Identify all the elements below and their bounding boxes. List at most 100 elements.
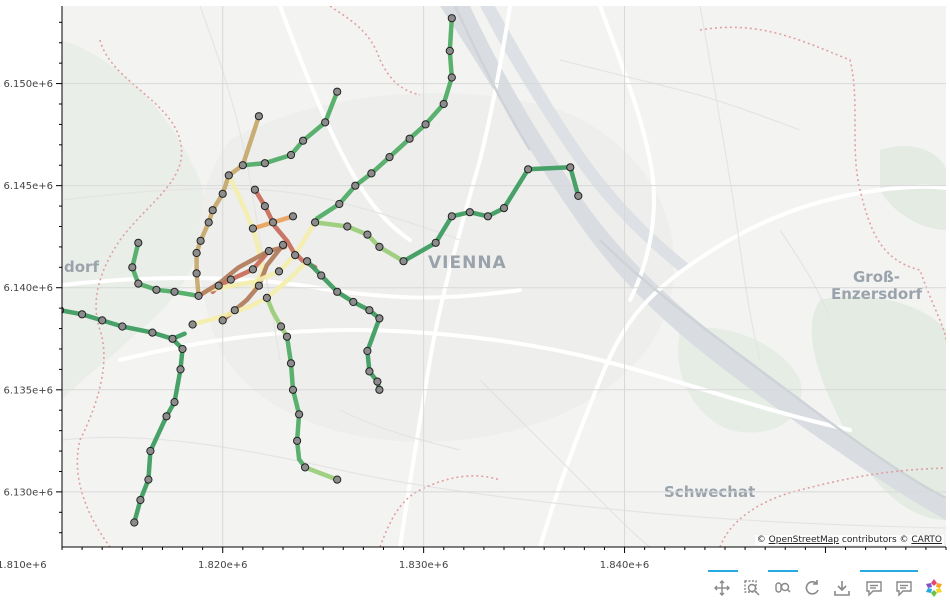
station-marker[interactable]	[118, 322, 127, 331]
station-marker[interactable]	[192, 248, 201, 258]
station-marker[interactable]	[321, 118, 330, 127]
wheel-zoom-icon[interactable]	[770, 576, 794, 600]
station-marker[interactable]	[351, 181, 360, 190]
bokeh-logo[interactable]	[922, 576, 946, 600]
station-marker[interactable]	[178, 344, 187, 354]
station-marker[interactable]	[445, 46, 454, 56]
station-marker[interactable]	[130, 518, 139, 527]
station-marker[interactable]	[447, 73, 456, 82]
station-marker[interactable]	[262, 293, 271, 302]
station-marker[interactable]	[421, 120, 430, 129]
station-marker[interactable]	[264, 246, 273, 256]
station-marker[interactable]	[176, 365, 185, 374]
station-marker[interactable]	[439, 99, 448, 109]
station-marker[interactable]	[260, 202, 269, 211]
station-marker[interactable]	[250, 185, 259, 194]
station-marker[interactable]	[499, 204, 509, 213]
box-zoom-icon[interactable]	[740, 576, 764, 600]
station-marker[interactable]	[399, 257, 408, 266]
station-marker[interactable]	[168, 334, 177, 343]
station-marker[interactable]	[291, 251, 300, 260]
station-marker[interactable]	[373, 377, 382, 386]
station-marker[interactable]	[431, 238, 440, 247]
station-marker[interactable]	[311, 218, 320, 227]
station-marker[interactable]	[363, 230, 372, 239]
station-marker[interactable]	[333, 475, 342, 484]
station-marker[interactable]	[254, 112, 263, 121]
station-marker[interactable]	[268, 218, 278, 227]
station-marker[interactable]	[299, 136, 308, 145]
station-marker[interactable]	[447, 14, 456, 23]
station-marker[interactable]	[333, 287, 342, 296]
station-marker[interactable]	[301, 463, 310, 472]
station-marker[interactable]	[303, 257, 312, 266]
station-marker[interactable]	[224, 171, 233, 180]
station-marker[interactable]	[170, 287, 179, 296]
station-marker[interactable]	[144, 475, 153, 484]
attribution-carto-link[interactable]: CARTO	[911, 535, 942, 545]
hover-icon-2[interactable]	[892, 576, 916, 600]
station-marker[interactable]	[276, 322, 286, 331]
station-marker[interactable]	[286, 150, 296, 160]
station-marker[interactable]	[405, 134, 414, 143]
station-marker[interactable]	[274, 267, 284, 276]
station-marker[interactable]	[288, 385, 298, 394]
station-marker[interactable]	[288, 212, 298, 221]
station-marker[interactable]	[218, 316, 227, 325]
station-marker[interactable]	[447, 212, 456, 221]
station-marker[interactable]	[333, 87, 342, 96]
station-marker[interactable]	[188, 320, 197, 329]
station-marker[interactable]	[78, 310, 87, 319]
station-marker[interactable]	[218, 189, 227, 198]
station-marker[interactable]	[483, 212, 492, 221]
station-marker[interactable]	[282, 332, 292, 341]
station-marker[interactable]	[248, 265, 257, 274]
station-marker[interactable]	[204, 218, 213, 227]
station-marker[interactable]	[238, 161, 247, 170]
station-marker[interactable]	[214, 281, 223, 290]
hover-icon[interactable]	[862, 576, 886, 600]
station-marker[interactable]	[208, 206, 217, 215]
station-marker[interactable]	[194, 291, 203, 300]
reset-icon[interactable]	[800, 576, 824, 600]
save-icon[interactable]	[830, 576, 854, 600]
station-marker[interactable]	[162, 412, 171, 421]
station-marker[interactable]	[365, 367, 374, 376]
attribution-osm-link[interactable]: OpenStreetMap	[768, 535, 840, 545]
station-marker[interactable]	[226, 275, 235, 284]
station-marker[interactable]	[367, 169, 376, 178]
station-marker[interactable]	[260, 159, 269, 168]
station-marker[interactable]	[148, 328, 157, 337]
station-marker[interactable]	[385, 153, 394, 162]
station-marker[interactable]	[335, 199, 344, 209]
station-marker[interactable]	[293, 436, 302, 445]
station-marker[interactable]	[192, 269, 201, 278]
station-marker[interactable]	[146, 446, 155, 456]
station-marker[interactable]	[196, 236, 205, 245]
station-marker[interactable]	[375, 314, 384, 323]
station-marker[interactable]	[230, 306, 239, 315]
station-marker[interactable]	[286, 359, 296, 368]
station-marker[interactable]	[134, 279, 143, 288]
station-marker[interactable]	[375, 242, 384, 251]
station-marker[interactable]	[566, 163, 575, 172]
station-marker[interactable]	[134, 238, 143, 247]
station-marker[interactable]	[343, 222, 352, 231]
station-marker[interactable]	[152, 285, 161, 294]
station-marker[interactable]	[349, 297, 358, 307]
station-marker[interactable]	[375, 385, 384, 394]
station-marker[interactable]	[295, 410, 304, 419]
station-marker[interactable]	[317, 271, 326, 280]
pan-icon[interactable]	[710, 576, 734, 600]
station-marker[interactable]	[365, 306, 374, 315]
station-marker[interactable]	[170, 398, 179, 407]
station-marker[interactable]	[524, 165, 533, 174]
station-marker[interactable]	[98, 316, 107, 325]
station-marker[interactable]	[363, 346, 372, 356]
station-marker[interactable]	[128, 263, 137, 272]
station-marker[interactable]	[574, 191, 583, 200]
station-marker[interactable]	[248, 224, 257, 233]
station-marker[interactable]	[254, 281, 263, 290]
station-marker[interactable]	[136, 495, 145, 505]
